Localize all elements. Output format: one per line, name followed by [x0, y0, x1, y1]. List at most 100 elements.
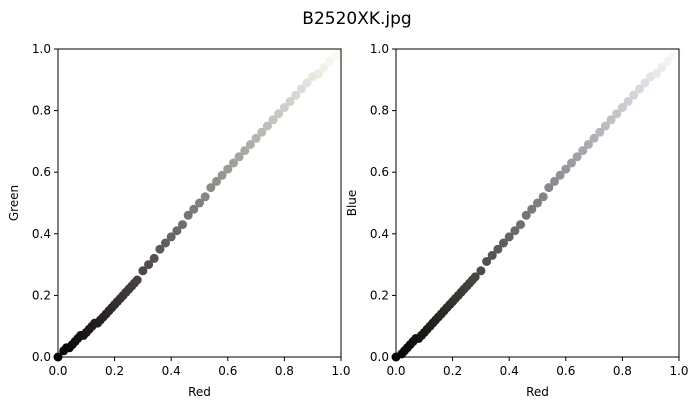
- right-data-point: [657, 63, 667, 72]
- left-data-point: [161, 238, 170, 248]
- right-data-point: [493, 244, 503, 254]
- right-data-point: [623, 96, 633, 106]
- left-data-point: [251, 133, 261, 143]
- right-data-point: [651, 69, 661, 79]
- right-xtick-label: 0.2: [443, 364, 462, 378]
- right-data-point: [583, 140, 593, 149]
- right-data-point: [533, 198, 542, 208]
- right-xtick-label: 1.0: [669, 364, 688, 378]
- left-subplot: 0.0 0.2 0.4 0.6 0.8 1.0 0.0 0.2 0.4 0.6 0.8 1.0 Re…: [7, 42, 351, 399]
- right-data-point: [470, 272, 480, 282]
- right-yticks: 0.0 0.2 0.4 0.6 0.8 1.0: [370, 42, 396, 364]
- right-ytick-label: 0.8: [370, 104, 389, 118]
- left-xlabel: Red: [188, 385, 211, 399]
- right-data-point: [544, 183, 554, 193]
- right-ytick-label: 0.0: [370, 350, 389, 364]
- left-ytick-label: 1.0: [32, 42, 51, 56]
- left-data-point: [149, 253, 159, 263]
- right-data-point: [550, 176, 559, 186]
- right-data-point: [578, 146, 588, 156]
- right-data-point: [663, 56, 673, 66]
- left-xticks: 0.0 0.2 0.4 0.6 0.8 1.0: [48, 357, 351, 378]
- right-data-point: [617, 103, 627, 112]
- right-ytick-label: 0.6: [370, 165, 389, 179]
- left-ytick-label: 0.6: [32, 165, 51, 179]
- left-xtick-label: 0.0: [48, 364, 67, 378]
- right-data-point: [487, 250, 497, 260]
- left-data-point: [212, 176, 221, 186]
- right-ylabel: Blue: [345, 190, 359, 217]
- left-data-point: [234, 152, 244, 162]
- right-data-point: [640, 78, 650, 88]
- left-data-point: [217, 170, 227, 180]
- left-data-point: [245, 140, 255, 149]
- left-data-point: [195, 198, 204, 208]
- left-data-point: [166, 232, 176, 242]
- right-data-point: [561, 164, 571, 174]
- right-xtick-label: 0.4: [500, 364, 519, 378]
- left-data-point: [183, 210, 193, 220]
- right-ytick-label: 1.0: [370, 42, 389, 56]
- right-data-point: [634, 84, 644, 94]
- right-data-point: [572, 152, 582, 162]
- right-data-point: [521, 210, 531, 220]
- left-data-point: [291, 90, 301, 100]
- left-data-point: [172, 226, 182, 236]
- left-data-point: [155, 244, 165, 254]
- right-data-point: [510, 226, 520, 236]
- left-data-point: [296, 84, 306, 94]
- left-data-point: [268, 115, 278, 125]
- right-axes-frame: [395, 48, 680, 358]
- right-xtick-label: 0.8: [613, 364, 632, 378]
- right-subplot: 0.0 0.2 0.4 0.6 0.8 1.0 0.0 0.2 0.4 0.6 0.8 1.0 Re…: [345, 42, 689, 399]
- left-data-point: [313, 69, 323, 79]
- left-data-point: [257, 127, 267, 137]
- left-data-point: [229, 158, 238, 168]
- left-data-point: [132, 275, 142, 285]
- right-ytick-label: 0.2: [370, 288, 389, 302]
- right-xlabel: Red: [526, 385, 549, 399]
- left-xtick-label: 1.0: [331, 364, 350, 378]
- right-points: [391, 47, 684, 362]
- left-data-point: [138, 266, 148, 276]
- right-data-point: [555, 170, 565, 180]
- left-xtick-label: 0.6: [218, 364, 237, 378]
- left-data-point: [178, 220, 187, 230]
- left-ytick-label: 0.0: [32, 350, 51, 364]
- left-data-point: [279, 103, 289, 112]
- right-xtick-label: 0.0: [386, 364, 405, 378]
- right-data-point: [629, 90, 639, 100]
- right-xtick-label: 0.6: [556, 364, 575, 378]
- figure-title: B2520XK.jpg: [302, 9, 411, 29]
- left-data-point: [325, 56, 335, 66]
- left-points: [53, 47, 346, 362]
- left-xtick-label: 0.4: [162, 364, 181, 378]
- right-data-point: [527, 204, 537, 214]
- left-data-point: [206, 183, 216, 193]
- right-data-point: [516, 220, 525, 230]
- right-data-point: [482, 257, 492, 266]
- left-data-point: [144, 260, 154, 270]
- right-data-point: [499, 238, 508, 248]
- left-ytick-label: 0.4: [32, 227, 51, 241]
- right-data-point: [612, 109, 622, 119]
- left-data-point: [262, 121, 272, 131]
- left-data-point: [240, 146, 250, 156]
- left-yticks: 0.0 0.2 0.4 0.6 0.8 1.0: [32, 42, 58, 364]
- left-data-point: [274, 109, 284, 119]
- left-data-point: [223, 164, 233, 174]
- left-ylabel: Green: [7, 185, 21, 221]
- right-data-point: [589, 133, 599, 143]
- right-data-point: [538, 192, 548, 202]
- right-data-point: [600, 121, 610, 131]
- right-ytick-label: 0.4: [370, 227, 389, 241]
- right-data-point: [595, 127, 605, 137]
- left-data-point: [189, 204, 199, 214]
- left-data-point: [319, 63, 329, 72]
- left-axes-frame: [57, 48, 342, 358]
- right-data-point: [476, 266, 486, 276]
- left-data-point: [285, 96, 295, 106]
- left-ytick-label: 0.8: [32, 104, 51, 118]
- left-data-point: [200, 192, 210, 202]
